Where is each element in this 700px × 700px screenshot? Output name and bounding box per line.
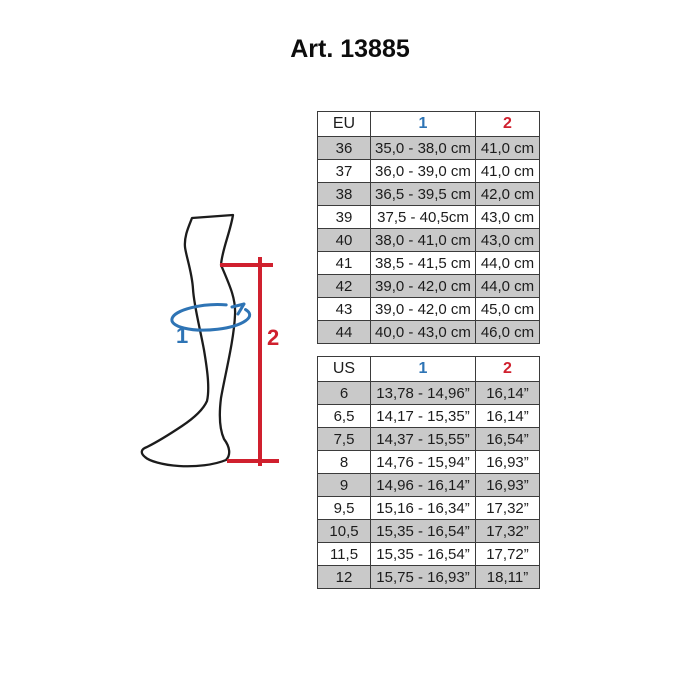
table-cell: 37,5 - 40,5cm — [370, 205, 476, 229]
table-cell: 10,5 — [317, 519, 371, 543]
table-cell: 41,0 cm — [475, 159, 540, 183]
table-row: 39 37,5 - 40,5cm 43,0 cm — [317, 205, 540, 229]
table-row: 7,5 14,37 - 15,55” 16,54” — [317, 427, 540, 451]
table-cell: 42,0 cm — [475, 182, 540, 206]
measure-1-column-header: 1 — [370, 356, 476, 382]
us-size-table: US 1 2 6 13,78 - 14,96” 16,14” 6,5 14,17 - 1… — [317, 356, 540, 589]
table-cell: 14,96 - 16,14” — [370, 473, 476, 497]
table-cell: 16,54” — [475, 427, 540, 451]
table-row: 41 38,5 - 41,5 cm 44,0 cm — [317, 251, 540, 275]
measure-2-label: 2 — [267, 325, 279, 350]
measure-2-column-header: 2 — [475, 356, 540, 382]
table-cell: 17,32” — [475, 519, 540, 543]
table-cell: 16,14” — [475, 381, 540, 405]
table-cell: 14,76 - 15,94” — [370, 450, 476, 474]
table-row: 9,5 15,16 - 16,34” 17,32” — [317, 496, 540, 520]
calf-circumference-arrow — [170, 302, 252, 332]
table-cell: 36,0 - 39,0 cm — [370, 159, 476, 183]
table-row: 44 40,0 - 43,0 cm 46,0 cm — [317, 320, 540, 344]
table-cell: 8 — [317, 450, 371, 474]
table-cell: 35,0 - 38,0 cm — [370, 136, 476, 160]
table-cell: 38,5 - 41,5 cm — [370, 251, 476, 275]
table-row: 6,5 14,17 - 15,35” 16,14” — [317, 404, 540, 428]
eu-size-table-body: 36 35,0 - 38,0 cm 41,0 cm 37 36,0 - 39,0 cm 4… — [317, 136, 540, 344]
table-cell: 39,0 - 42,0 cm — [370, 297, 476, 321]
table-cell: 16,93” — [475, 450, 540, 474]
table-cell: 36,5 - 39,5 cm — [370, 182, 476, 206]
eu-column-header: EU — [317, 111, 371, 137]
table-cell: 9 — [317, 473, 371, 497]
table-cell: 11,5 — [317, 542, 371, 566]
arrowhead-icon — [230, 302, 246, 316]
table-cell: 38,0 - 41,0 cm — [370, 228, 476, 252]
table-cell: 45,0 cm — [475, 297, 540, 321]
table-cell: 42 — [317, 274, 371, 298]
table-row: 9 14,96 - 16,14” 16,93” — [317, 473, 540, 497]
size-tables: EU 1 2 36 35,0 - 38,0 cm 41,0 cm 37 36,0 - 3… — [317, 111, 540, 589]
measure-1-column-header: 1 — [370, 111, 476, 137]
table-cell: 6,5 — [317, 404, 371, 428]
table-row: 8 14,76 - 15,94” 16,93” — [317, 450, 540, 474]
table-cell: 9,5 — [317, 496, 371, 520]
table-cell: 44 — [317, 320, 371, 344]
table-row: 10,5 15,35 - 16,54” 17,32” — [317, 519, 540, 543]
table-cell: 15,75 - 16,93” — [370, 565, 476, 589]
table-row: 11,5 15,35 - 16,54” 17,72” — [317, 542, 540, 566]
table-row: 43 39,0 - 42,0 cm 45,0 cm — [317, 297, 540, 321]
table-row: 36 35,0 - 38,0 cm 41,0 cm — [317, 136, 540, 160]
us-size-table-body: 6 13,78 - 14,96” 16,14” 6,5 14,17 - 15,35” 16… — [317, 381, 540, 589]
measure-2-column-header: 2 — [475, 111, 540, 137]
table-cell: 41 — [317, 251, 371, 275]
leg-measurement-diagram: 1 2 — [140, 213, 279, 468]
table-cell: 15,16 - 16,34” — [370, 496, 476, 520]
table-row: 12 15,75 - 16,93” 18,11” — [317, 565, 540, 589]
table-cell: 14,37 - 15,55” — [370, 427, 476, 451]
table-cell: 7,5 — [317, 427, 371, 451]
us-column-header: US — [317, 356, 371, 382]
table-cell: 36 — [317, 136, 371, 160]
table-cell: 43 — [317, 297, 371, 321]
table-row: 42 39,0 - 42,0 cm 44,0 cm — [317, 274, 540, 298]
height-dimension-line — [220, 257, 279, 466]
table-header-row: US 1 2 — [317, 356, 540, 382]
table-row: 40 38,0 - 41,0 cm 43,0 cm — [317, 228, 540, 252]
table-cell: 38 — [317, 182, 371, 206]
table-cell: 40,0 - 43,0 cm — [370, 320, 476, 344]
table-cell: 17,72” — [475, 542, 540, 566]
table-cell: 37 — [317, 159, 371, 183]
leg-outline-illustration — [140, 213, 237, 468]
eu-size-table: EU 1 2 36 35,0 - 38,0 cm 41,0 cm 37 36,0 - 3… — [317, 111, 540, 344]
table-cell: 41,0 cm — [475, 136, 540, 160]
table-cell: 40 — [317, 228, 371, 252]
table-row: 38 36,5 - 39,5 cm 42,0 cm — [317, 182, 540, 206]
table-cell: 46,0 cm — [475, 320, 540, 344]
table-cell: 15,35 - 16,54” — [370, 519, 476, 543]
measure-1-label: 1 — [176, 323, 188, 348]
table-cell: 39,0 - 42,0 cm — [370, 274, 476, 298]
page-title: Art. 13885 — [290, 35, 410, 63]
table-cell: 16,93” — [475, 473, 540, 497]
table-cell: 13,78 - 14,96” — [370, 381, 476, 405]
table-cell: 6 — [317, 381, 371, 405]
table-cell: 15,35 - 16,54” — [370, 542, 476, 566]
table-cell: 44,0 cm — [475, 274, 540, 298]
table-header-row: EU 1 2 — [317, 111, 540, 137]
table-row: 37 36,0 - 39,0 cm 41,0 cm — [317, 159, 540, 183]
table-cell: 44,0 cm — [475, 251, 540, 275]
table-cell: 43,0 cm — [475, 205, 540, 229]
table-cell: 12 — [317, 565, 371, 589]
table-cell: 18,11” — [475, 565, 540, 589]
table-cell: 14,17 - 15,35” — [370, 404, 476, 428]
table-cell: 43,0 cm — [475, 228, 540, 252]
table-cell: 39 — [317, 205, 371, 229]
table-cell: 16,14” — [475, 404, 540, 428]
table-cell: 17,32” — [475, 496, 540, 520]
table-row: 6 13,78 - 14,96” 16,14” — [317, 381, 540, 405]
